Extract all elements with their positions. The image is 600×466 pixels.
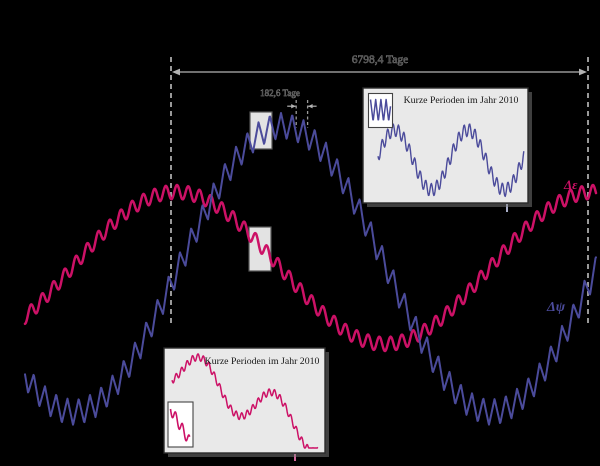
inset-eps-2010: Kurze Perioden im Jahr 2010 xyxy=(163,347,329,457)
half-year-annotation: 182,6 Tage xyxy=(260,88,317,128)
inset-psi-2010: Kurze Perioden im Jahr 2010 xyxy=(362,87,532,207)
inset-psi-ripple-detail xyxy=(369,98,392,121)
inset-psi-title: Kurze Perioden im Jahr 2010 xyxy=(404,95,519,106)
delta-psi-curve xyxy=(24,112,597,426)
delta-epsilon-label: Δε xyxy=(563,177,578,192)
nodal-period-annotation: 6798,4 Tage xyxy=(170,54,589,325)
half-year-period-label: 182,6 Tage xyxy=(260,88,300,98)
measure-arrowhead-left-icon xyxy=(291,104,296,109)
nodal-period-label: 6798,4 Tage xyxy=(352,54,408,66)
measure-arrowhead-right-icon xyxy=(308,104,313,109)
inset-psi-curve xyxy=(377,123,525,198)
inset-eps-curve xyxy=(171,353,319,449)
delta-epsilon-curve xyxy=(23,183,598,353)
inset-eps-ripple-detail xyxy=(169,408,191,442)
delta-psi-label: Δψ xyxy=(546,300,566,315)
span-arrowhead-right-icon xyxy=(579,68,587,76)
span-arrowhead-left-icon xyxy=(172,68,180,76)
inset-eps-title: Kurze Perioden im Jahr 2010 xyxy=(205,356,320,367)
